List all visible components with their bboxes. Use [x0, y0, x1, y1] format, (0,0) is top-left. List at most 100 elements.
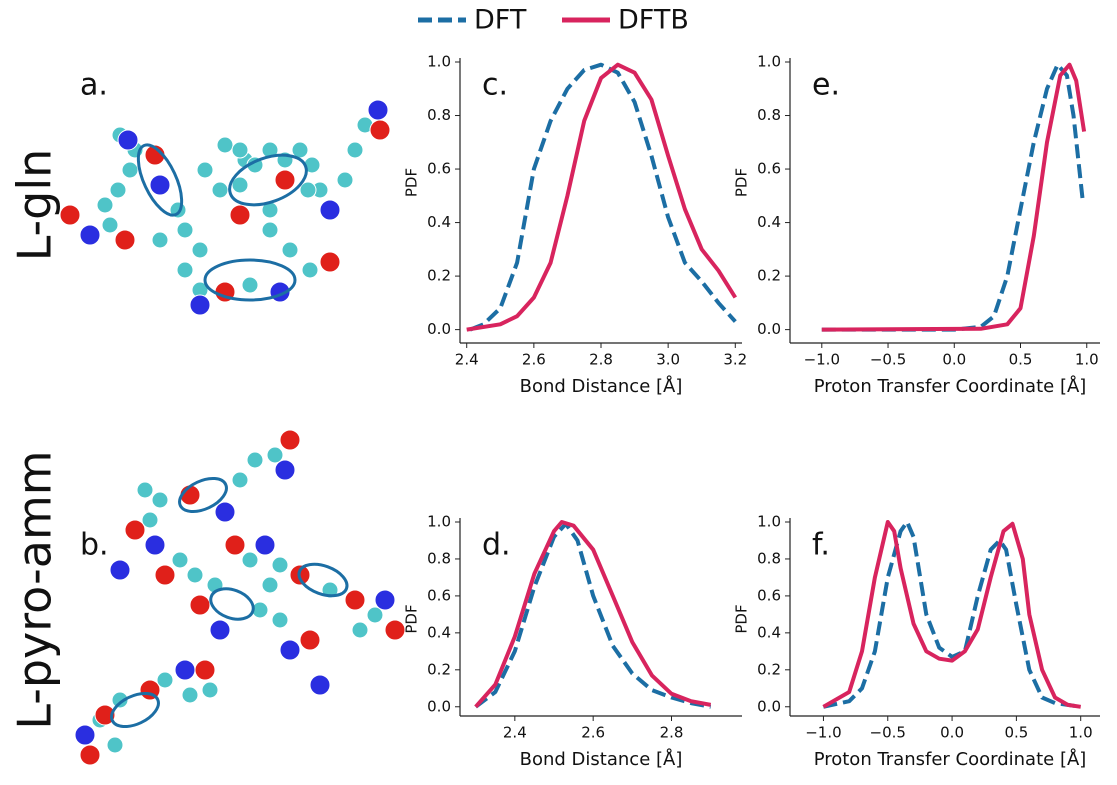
atom — [229, 204, 251, 226]
y-tick-label: 0.0 — [757, 320, 781, 338]
atom — [114, 229, 136, 251]
x-tick-label: 2.8 — [660, 724, 684, 742]
atom — [261, 221, 279, 239]
x-tick-label: −0.5 — [870, 724, 906, 742]
panel-label: d. — [482, 528, 511, 563]
y-tick-label: 1.0 — [757, 53, 781, 71]
y-tick-label: 0.0 — [427, 697, 451, 715]
x-tick-label: 0.5 — [1004, 724, 1028, 742]
atom — [106, 736, 124, 754]
x-tick-label: −0.5 — [870, 351, 906, 369]
series-line — [474, 520, 712, 709]
hbond-highlight — [209, 587, 255, 621]
x-tick-label: 3.0 — [656, 351, 680, 369]
atom — [231, 176, 249, 194]
atom — [224, 534, 246, 556]
atom — [121, 161, 139, 179]
x-axis-label: Proton Transfer Coordinate [Å] — [814, 375, 1087, 397]
atom — [109, 181, 127, 199]
y-tick-label: 1.0 — [757, 513, 781, 531]
row-label: L-pyro-amm — [8, 450, 62, 729]
atom — [384, 619, 406, 641]
atom — [189, 594, 211, 616]
atom — [261, 576, 279, 594]
atom — [117, 129, 139, 151]
atom — [241, 276, 259, 294]
x-tick-label: 2.4 — [503, 724, 527, 742]
atom — [201, 681, 219, 699]
atom — [151, 491, 169, 509]
y-axis-label: PDF — [733, 168, 751, 197]
x-tick-label: 2.8 — [589, 351, 613, 369]
y-tick-label: 0.4 — [757, 623, 781, 641]
atom — [154, 564, 176, 586]
atom — [301, 261, 319, 279]
y-axis-label: PDF — [403, 168, 421, 197]
atom — [171, 551, 189, 569]
atom — [374, 589, 396, 611]
atom — [156, 671, 174, 689]
y-tick-label: 0.4 — [427, 623, 451, 641]
y-tick-label: 0.6 — [427, 586, 451, 604]
x-axis-label: Bond Distance [Å] — [520, 748, 683, 770]
y-tick-label: 0.8 — [427, 106, 451, 124]
hbond-highlight — [178, 476, 228, 514]
x-tick-label: 1.0 — [1075, 351, 1099, 369]
atom — [271, 611, 289, 629]
atom — [254, 534, 276, 556]
atom — [96, 196, 114, 214]
atom — [79, 224, 101, 246]
atom — [299, 181, 317, 199]
y-tick-label: 0.8 — [757, 549, 781, 567]
series-line — [822, 520, 1081, 709]
atom — [111, 691, 129, 709]
chart: 0.0 0.2 0.4 0.6 0.8 1.0 −1.0 −0.5 0.0 0.5 1.0 Proto… — [733, 53, 1100, 397]
atom — [274, 169, 296, 191]
atom — [191, 241, 209, 259]
atom — [214, 501, 236, 523]
x-tick-label: 2.6 — [581, 724, 605, 742]
atom — [299, 629, 321, 651]
y-tick-label: 0.2 — [427, 267, 451, 285]
hbond-highlight — [297, 562, 349, 598]
atom — [309, 674, 331, 696]
atom — [189, 294, 211, 316]
y-tick-label: 0.8 — [757, 106, 781, 124]
hbond-highlight — [136, 143, 184, 217]
atom — [136, 481, 154, 499]
atom — [367, 99, 389, 121]
atom — [279, 429, 301, 451]
hbond-highlight — [203, 258, 297, 302]
atom — [101, 216, 119, 234]
legend-label: DFT — [474, 5, 527, 36]
y-axis-label: PDF — [403, 604, 421, 633]
atom — [141, 511, 159, 529]
x-tick-label: 0.5 — [1009, 351, 1033, 369]
atom — [346, 141, 364, 159]
atom — [369, 119, 391, 141]
x-tick-label: 0.0 — [940, 724, 964, 742]
x-tick-label: 3.2 — [723, 351, 747, 369]
atom — [271, 556, 289, 574]
series-line — [821, 62, 1085, 332]
x-axis-label: Bond Distance [Å] — [520, 375, 683, 397]
chart: 0.0 0.2 0.4 0.6 0.8 1.0 2.4 2.6 2.8 3.0 3.2 Bond Di… — [403, 53, 748, 398]
panel-label: f. — [812, 528, 830, 563]
atom — [94, 704, 116, 726]
series-line — [466, 62, 737, 332]
atom — [231, 141, 249, 159]
atom — [149, 174, 171, 196]
x-tick-label: 1.0 — [1069, 724, 1093, 742]
x-tick-label: 0.0 — [942, 351, 966, 369]
x-axis-label: Proton Transfer Coordinate [Å] — [814, 748, 1087, 770]
atom — [319, 199, 341, 221]
atom — [194, 659, 216, 681]
series-line — [469, 62, 737, 332]
y-tick-label: 0.6 — [757, 160, 781, 178]
atom — [144, 534, 166, 556]
x-tick-label: −1.0 — [804, 351, 840, 369]
y-tick-label: 0.2 — [757, 660, 781, 678]
y-tick-label: 0.0 — [427, 320, 451, 338]
atom — [186, 566, 204, 584]
atom — [59, 204, 81, 226]
